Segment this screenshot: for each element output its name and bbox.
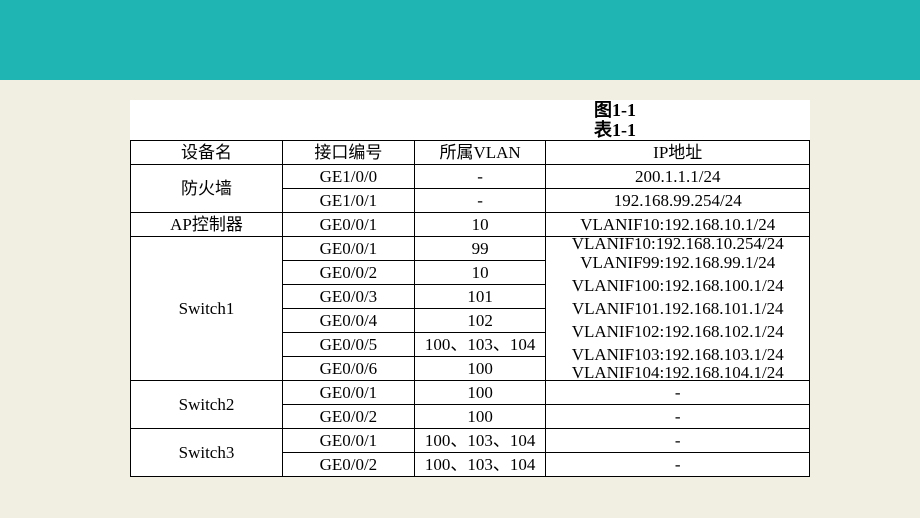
vlan-cell: 100、103、104 [414, 333, 546, 357]
table-row: 防火墙 GE1/0/0 - 200.1.1.1/24 [131, 165, 810, 189]
ip-cell: - [546, 453, 810, 477]
ip-block: VLANIF10:192.168.10.254/24 VLANIF99:192.… [546, 237, 810, 381]
ip-cell: 200.1.1.1/24 [546, 165, 810, 189]
figure-caption: 图1-1 [430, 100, 800, 120]
intf-cell: GE0/0/1 [283, 213, 415, 237]
intf-cell: GE0/0/6 [283, 357, 415, 381]
top-banner [0, 0, 920, 80]
intf-cell: GE0/0/3 [283, 285, 415, 309]
header-intf: 接口编号 [283, 141, 415, 165]
ip-cell: - [546, 381, 810, 405]
ip-cell: 192.168.99.254/24 [546, 189, 810, 213]
network-table: 设备名 接口编号 所属VLAN IP地址 防火墙 GE1/0/0 - 200.1… [130, 140, 810, 477]
page-body: 图1-1 表1-1 设备名 接口编号 所属VLAN IP地址 防火墙 GE1/0… [0, 80, 920, 518]
ip-cell: - [546, 429, 810, 453]
vlan-cell: 10 [414, 213, 546, 237]
intf-cell: GE0/0/5 [283, 333, 415, 357]
vlan-cell: 100、103、104 [414, 429, 546, 453]
vlan-cell: 101 [414, 285, 546, 309]
vlan-cell: 10 [414, 261, 546, 285]
intf-cell: GE0/0/1 [283, 381, 415, 405]
intf-cell: GE1/0/1 [283, 189, 415, 213]
table-row: Switch1 GE0/0/1 99 VLANIF10:192.168.10.2… [131, 237, 810, 261]
ip-line: VLANIF102:192.168.102.1/24 [546, 320, 809, 343]
header-device: 设备名 [131, 141, 283, 165]
ip-line: VLANIF104:192.168.104.1/24 [546, 366, 809, 380]
sheet: 图1-1 表1-1 设备名 接口编号 所属VLAN IP地址 防火墙 GE1/0… [130, 100, 810, 477]
table-row: Switch2 GE0/0/1 100 - [131, 381, 810, 405]
vlan-cell: 100、103、104 [414, 453, 546, 477]
ip-line: VLANIF99:192.168.99.1/24 [546, 251, 809, 274]
ip-line: VLANIF100:192.168.100.1/24 [546, 274, 809, 297]
vlan-cell: 102 [414, 309, 546, 333]
table-row: Switch3 GE0/0/1 100、103、104 - [131, 429, 810, 453]
vlan-cell: 99 [414, 237, 546, 261]
intf-cell: GE0/0/2 [283, 405, 415, 429]
device-name: 防火墙 [131, 165, 283, 213]
table-row: AP控制器 GE0/0/1 10 VLANIF10:192.168.10.1/2… [131, 213, 810, 237]
ip-line: VLANIF10:192.168.10.254/24 [546, 237, 809, 251]
intf-cell: GE0/0/2 [283, 261, 415, 285]
intf-cell: GE0/0/1 [283, 237, 415, 261]
device-name: Switch2 [131, 381, 283, 429]
ip-cell: VLANIF10:192.168.10.1/24 [546, 213, 810, 237]
intf-cell: GE0/0/1 [283, 429, 415, 453]
device-name: Switch1 [131, 237, 283, 381]
ip-line: VLANIF101.192.168.101.1/24 [546, 297, 809, 320]
vlan-cell: - [414, 189, 546, 213]
device-name: Switch3 [131, 429, 283, 477]
vlan-cell: 100 [414, 381, 546, 405]
caption-block: 图1-1 表1-1 [430, 100, 800, 140]
table-header-row: 设备名 接口编号 所属VLAN IP地址 [131, 141, 810, 165]
ip-cell: - [546, 405, 810, 429]
vlan-cell: - [414, 165, 546, 189]
header-vlan: 所属VLAN [414, 141, 546, 165]
vlan-cell: 100 [414, 405, 546, 429]
device-name: AP控制器 [131, 213, 283, 237]
intf-cell: GE1/0/0 [283, 165, 415, 189]
vlan-cell: 100 [414, 357, 546, 381]
intf-cell: GE0/0/2 [283, 453, 415, 477]
table-caption: 表1-1 [430, 120, 800, 140]
header-ip: IP地址 [546, 141, 810, 165]
intf-cell: GE0/0/4 [283, 309, 415, 333]
